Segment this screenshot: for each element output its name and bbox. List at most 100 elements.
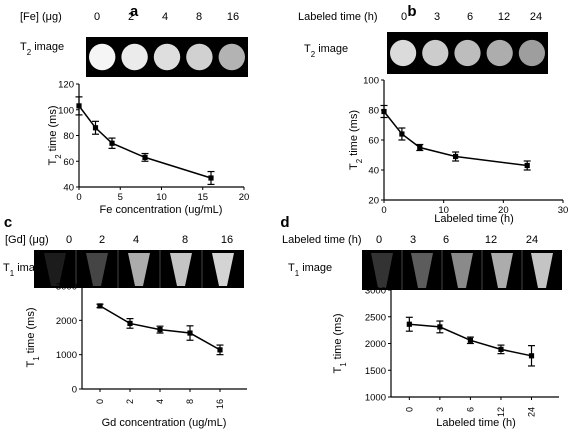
header-value: 16: [221, 234, 233, 246]
phantom-tube: [451, 253, 473, 288]
y-tick-label: 100: [363, 76, 379, 87]
y-tick-label: 0: [72, 385, 77, 396]
data-point: [92, 125, 99, 131]
y-axis-label: T1 time (ms): [25, 307, 41, 367]
data-point: [217, 347, 223, 353]
x-tick-label: 24: [527, 407, 537, 417]
y-tick-label: 2500: [365, 312, 386, 323]
y-tick-label: 100: [58, 105, 74, 116]
phantom-circle: [486, 39, 513, 67]
header-value: 6: [467, 11, 473, 23]
phantom-circle: [153, 43, 181, 71]
x-tick-label: 15: [197, 192, 208, 203]
header-value: 4: [133, 234, 139, 246]
panel-a: a [Fe] (μg) 0 2 4 8 16 T2 image 40 60 80 100 120 0 5 10…: [20, 3, 249, 216]
phantom-circle: [121, 43, 148, 71]
header-value: 8: [182, 234, 188, 246]
data-point: [187, 330, 193, 336]
x-tick-label: 8: [185, 399, 195, 404]
y-tick-label: 2000: [365, 339, 386, 350]
header-label: Labeled time (h): [298, 11, 378, 23]
y-tick-label: 120: [58, 80, 74, 91]
x-tick-label: 10: [438, 205, 449, 216]
header-label: [Gd] (μg): [5, 234, 49, 246]
header-value: 0: [401, 11, 407, 23]
data-point: [467, 337, 474, 343]
data-point: [524, 162, 530, 169]
phantom-tube: [491, 253, 513, 288]
header-value: 12: [485, 234, 497, 246]
x-axis-label: Labeled time (h): [434, 213, 514, 225]
phantom-tube: [86, 253, 108, 286]
y-tick-label: 1500: [365, 366, 386, 377]
header-value: 2: [128, 11, 134, 23]
y-tick-label: 60: [63, 157, 74, 168]
data-point: [406, 321, 412, 327]
x-tick-label: 0: [404, 407, 414, 412]
phantom-tube: [411, 253, 433, 288]
data-point: [399, 131, 405, 137]
panel-letter: c: [4, 214, 12, 231]
phantom-tube: [531, 253, 553, 288]
x-tick-label: 0: [76, 192, 81, 203]
header-value: 4: [162, 11, 168, 23]
phantom-circle: [89, 43, 116, 71]
phantom-circle: [518, 39, 546, 67]
x-tick-label: 10: [156, 192, 167, 203]
data-point: [453, 153, 459, 160]
header-value: 16: [227, 11, 239, 23]
panel-letter: a: [130, 3, 139, 20]
data-point: [498, 346, 504, 352]
x-tick-label: 0: [95, 399, 105, 404]
data-point: [142, 154, 148, 160]
y-tick-label: 1000: [365, 393, 386, 404]
data-point: [157, 327, 163, 333]
x-tick-label: 4: [155, 399, 165, 404]
panel-d: d Labeled time (h) 0 3 6 12 24 T1 image 1000 1500…: [280, 214, 562, 429]
phantom-circle: [186, 43, 213, 71]
data-point: [437, 324, 443, 330]
header-label: [Fe] (μg): [20, 11, 62, 23]
phantom-circle: [218, 43, 245, 71]
header-label: Labeled time (h): [282, 234, 362, 246]
phantom-tube: [212, 253, 234, 286]
y-tick-label: 3000: [56, 282, 77, 293]
data-point: [97, 303, 103, 309]
header-value: 0: [376, 234, 382, 246]
phantom-circle: [390, 39, 417, 67]
y-tick-label: 1000: [56, 350, 77, 361]
header-value: 24: [526, 234, 538, 246]
image-row-label: T2 image: [304, 43, 348, 59]
data-point: [417, 144, 423, 151]
y-tick-label: 40: [368, 166, 379, 177]
x-tick-label: 2: [125, 399, 135, 404]
y-axis-label: T1 time (ms): [332, 313, 348, 373]
data-point: [109, 140, 115, 146]
x-tick-label: 16: [215, 399, 225, 409]
data-point: [208, 175, 214, 181]
panel-letter: b: [407, 3, 416, 20]
phantom-tube: [170, 253, 192, 286]
x-tick-label: 30: [558, 205, 569, 216]
phantom-tube: [371, 253, 393, 288]
phantom-circle: [454, 39, 481, 67]
x-tick-label: 3: [435, 407, 445, 412]
x-axis-label: Gd concentration (ug/mL): [102, 417, 227, 429]
header-value: 8: [196, 11, 202, 23]
y-axis-label: T2 time (ms): [348, 110, 364, 170]
phantom-circle: [422, 39, 449, 67]
header-value: 0: [66, 234, 72, 246]
phantom-tube: [128, 253, 150, 286]
panel-b: b Labeled time (h) 0 3 6 12 24 T2 image 20 40 60 80…: [298, 3, 568, 225]
y-axis-label: T2 time (ms): [47, 105, 63, 165]
data-point: [528, 353, 535, 359]
x-axis-label: Fe concentration (ug/mL): [100, 204, 223, 216]
y-tick-label: 80: [368, 106, 379, 117]
y-tick-label: 20: [368, 196, 379, 207]
x-tick-label: 12: [496, 407, 506, 417]
data-point: [381, 108, 387, 115]
y-tick-label: 3000: [365, 286, 386, 297]
image-row-label: T2 image: [20, 41, 64, 57]
phantom-tube: [44, 253, 66, 286]
